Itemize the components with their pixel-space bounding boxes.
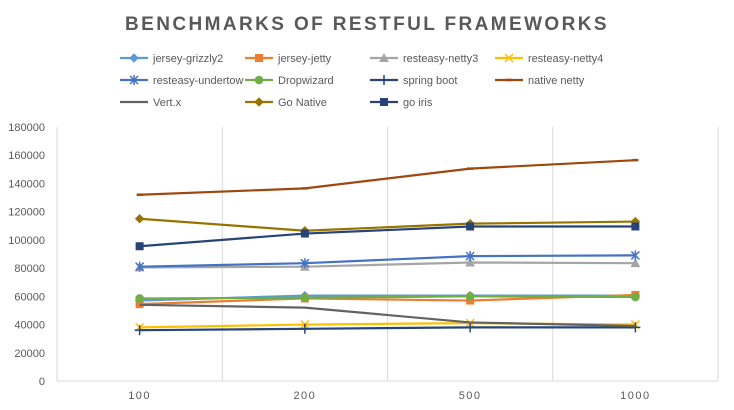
y-tick-label: 160000 xyxy=(8,150,45,162)
y-tick-label: 100000 xyxy=(8,235,45,247)
legend-item-resteasy-undertow: resteasy-undertow xyxy=(120,75,244,87)
legend-marker xyxy=(254,75,264,85)
series-go-iris xyxy=(135,222,640,251)
y-tick-label: 80000 xyxy=(14,263,45,275)
series-line xyxy=(139,225,636,248)
y-axis-ticks: 0 20000 40000 60000 80000 100000 120000 140000 1… xyxy=(8,122,45,388)
legend-marker xyxy=(254,97,264,107)
x-axis-ticks: 100 200 500 1000 xyxy=(128,390,650,402)
y-tick-label: 180000 xyxy=(8,122,45,134)
legend: jersey-grizzly2 jersey-jetty resteasy-nett… xyxy=(120,52,603,109)
legend-label: native netty xyxy=(528,75,585,87)
series-dropwizard xyxy=(135,292,640,303)
y-tick-label: 120000 xyxy=(8,207,45,219)
series-native-netty xyxy=(136,158,639,196)
legend-marker xyxy=(379,52,389,62)
data-point-marker xyxy=(135,261,145,272)
x-tick-label: 100 xyxy=(128,390,151,402)
data-point-marker xyxy=(631,292,640,302)
data-point-marker xyxy=(135,294,144,303)
marker-stroke xyxy=(504,53,514,63)
data-point-marker xyxy=(300,258,310,269)
data-point-marker xyxy=(300,293,310,303)
legend-label: go iris xyxy=(403,97,433,109)
data-point-marker xyxy=(465,251,475,262)
data-point-marker xyxy=(300,229,309,238)
data-point-marker xyxy=(630,250,640,261)
legend-marker xyxy=(255,54,263,62)
y-tick-label: 140000 xyxy=(8,178,45,190)
legend-label: Dropwizard xyxy=(278,75,334,87)
series-line xyxy=(139,217,636,232)
legend-label: jersey-jetty xyxy=(277,53,332,65)
legend-marker xyxy=(129,75,139,85)
series-line xyxy=(139,295,636,300)
series-line xyxy=(139,326,636,332)
legend-item-resteasy-netty3: resteasy-netty3 xyxy=(370,52,478,65)
legend-label: jersey-grizzly2 xyxy=(152,53,223,65)
data-point-marker xyxy=(630,258,641,268)
data-point-marker xyxy=(299,323,310,334)
legend-label: resteasy-undertow xyxy=(153,75,244,87)
legend-item-go-iris: go iris xyxy=(370,97,433,109)
legend-label: Vert.x xyxy=(153,97,182,109)
x-tick-label: 1000 xyxy=(620,390,650,402)
legend-marker xyxy=(379,75,389,85)
series-line xyxy=(139,303,636,328)
data-point-marker xyxy=(466,222,475,231)
y-tick-label: 0 xyxy=(39,376,45,388)
legend-marker xyxy=(504,53,514,63)
legend-item-resteasy-netty4: resteasy-netty4 xyxy=(495,53,603,65)
legend-item-native-netty: native netty xyxy=(495,75,585,87)
series-spring-boot xyxy=(134,322,641,336)
y-tick-label: 60000 xyxy=(14,291,45,303)
data-point-marker xyxy=(134,214,145,224)
gridlines xyxy=(56,127,719,382)
series-line xyxy=(139,254,636,268)
legend-marker xyxy=(129,53,139,63)
chart-title: BENCHMARKS OF RESTFUL FRAMEWORKS xyxy=(125,14,609,35)
series-lines xyxy=(134,158,641,336)
legend-item-vert-x: Vert.x xyxy=(120,97,182,109)
legend-item-dropwizard: Dropwizard xyxy=(245,75,334,87)
legend-item-jersey-grizzly2: jersey-grizzly2 xyxy=(120,53,223,65)
data-point-marker xyxy=(465,292,475,301)
legend-label: Go Native xyxy=(278,97,327,109)
data-point-marker xyxy=(465,322,476,333)
series-line xyxy=(139,261,636,269)
x-tick-label: 200 xyxy=(293,390,316,402)
y-tick-label: 40000 xyxy=(14,320,45,332)
series-resteasy-undertow xyxy=(135,250,640,272)
x-tick-label: 500 xyxy=(459,390,482,402)
legend-label: resteasy-netty4 xyxy=(528,53,603,65)
legend-marker xyxy=(380,98,388,106)
data-point-marker xyxy=(135,242,144,251)
legend-item-go-native: Go Native xyxy=(245,97,327,109)
data-point-marker xyxy=(134,325,145,336)
series-line xyxy=(139,159,636,196)
y-tick-label: 20000 xyxy=(14,348,45,360)
data-point-marker xyxy=(465,257,475,267)
legend-label: resteasy-netty3 xyxy=(403,53,478,65)
data-point-marker xyxy=(631,222,640,231)
legend-item-spring-boot: spring boot xyxy=(370,75,457,87)
data-point-marker xyxy=(630,322,641,333)
legend-item-jersey-jetty: jersey-jetty xyxy=(245,53,332,65)
series-vert-x xyxy=(139,303,636,328)
legend-label: spring boot xyxy=(403,75,457,87)
